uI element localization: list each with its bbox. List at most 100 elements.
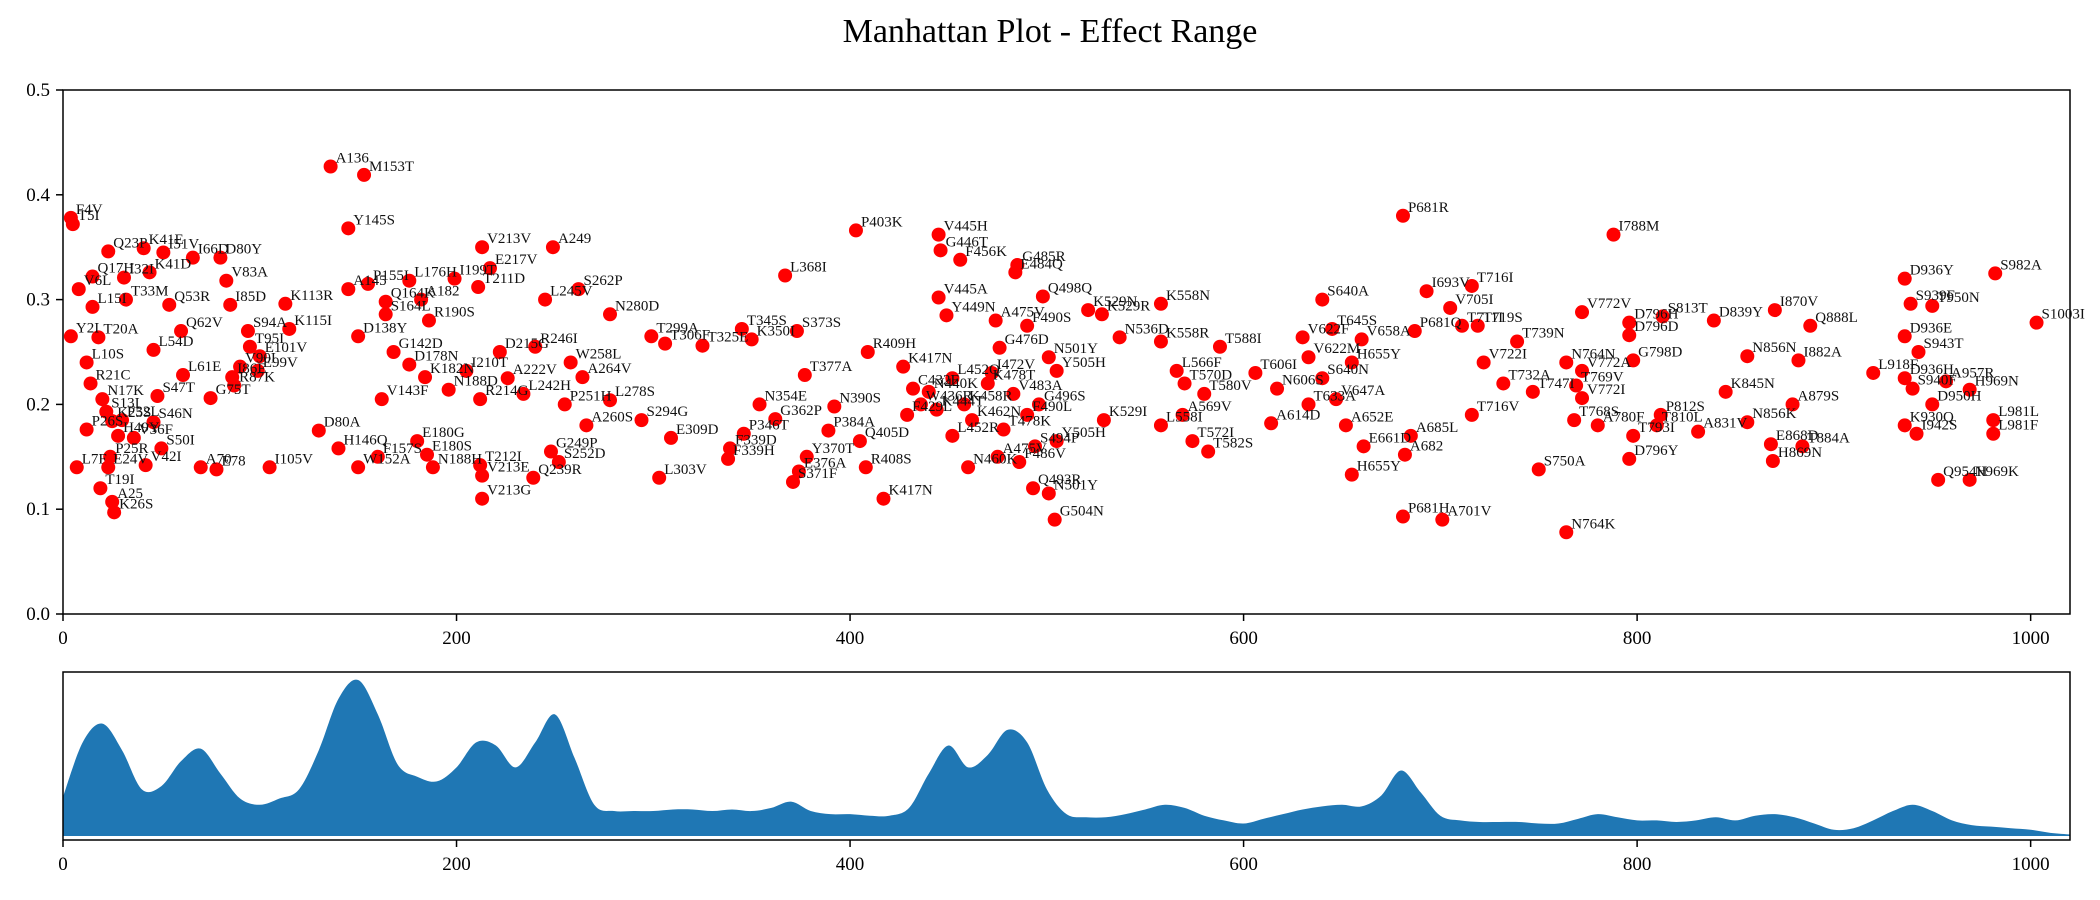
point-label: S94A [253,315,287,331]
point-label: G476D [1005,332,1049,348]
scatter-point [827,399,842,414]
point-label: V658A [1367,323,1411,339]
scatter-point [111,428,126,443]
point-label: G142D [399,336,443,352]
scatter-point [418,370,433,385]
scatter-point [116,270,131,285]
y-tick-label: 0.5 [26,80,50,101]
point-label: S982A [2000,257,2042,273]
scatter-point [1006,386,1021,401]
scatter-point [526,470,541,485]
point-label: V772I [1587,382,1625,398]
point-label: T884A [1807,430,1850,446]
scatter-point [1567,413,1582,428]
scatter-points [63,159,2044,540]
x-tick-label: 1000 [2012,854,2050,875]
point-label: T719S [1483,310,1523,326]
point-label: D950H [1937,388,1981,404]
point-label: W258L [576,346,622,362]
scatter-point [1169,363,1184,378]
point-label: I86E [237,361,266,377]
scatter-point [734,321,749,336]
point-label: E99V [263,355,298,371]
point-label: S940F [1918,373,1957,389]
point-label: T716V [1477,399,1520,415]
point-label: D936Y [1910,263,1954,279]
point-label: K529N [1093,294,1137,310]
point-label: S371F [798,466,837,482]
scatter-point [69,460,84,475]
x-tick-label: 0 [58,628,68,649]
point-label: D80A [324,415,361,431]
scatter-point [421,313,436,328]
point-label: A222V [513,362,557,378]
scatter-point [736,426,751,441]
point-label: A957R [1951,365,1994,381]
scatter-point [240,324,255,339]
scatter-point [571,282,586,297]
point-label: V705I [1455,292,1493,308]
scatter-point [900,407,915,422]
point-label: D796Y [1634,443,1678,459]
point-label: T645S [1337,313,1377,329]
point-label: D80Y [225,242,262,258]
point-label: E868D [1776,428,1819,444]
scatter-point [1962,472,1977,487]
scatter-point [876,491,891,506]
scatter-point [992,340,1007,355]
point-label: S262P [584,273,623,289]
scatter-point [1153,296,1168,311]
scatter-point [1988,266,2003,281]
scatter-point [402,357,417,372]
scatter-point [1464,278,1479,293]
scatter-point [785,474,800,489]
point-label: T299A [656,320,699,336]
point-label: L981F [1998,418,2038,434]
point-label: E24V [113,451,148,467]
point-label: A475V [1001,305,1045,321]
point-label: V90I [245,351,276,367]
point-label: K478T [993,367,1036,383]
point-label: R214G [485,383,529,399]
scatter-point [797,368,812,383]
point-label: A682 [1410,439,1443,455]
point-label: K462N [977,404,1021,420]
point-label: T606I [1260,357,1297,373]
scatter-point [176,368,191,383]
point-label: T325E [707,330,748,346]
scatter-point [1270,381,1285,396]
point-label: F339D [735,432,777,448]
scatter-point [1041,350,1056,365]
point-label: L558I [1166,409,1203,425]
scatter-point [1476,355,1491,370]
scatter-point [789,324,804,339]
scatter-point [351,329,366,344]
point-label: A614D [1276,407,1320,423]
point-label: R246I [540,331,578,347]
point-label: S50I [166,432,194,448]
scatter-point [1740,415,1755,430]
scatter-point [516,386,531,401]
scatter-point [1407,324,1422,339]
point-label: A685L [1416,420,1459,436]
scatter-point [378,307,393,322]
point-label: P681R [1408,200,1449,216]
point-label: T711I [1467,310,1503,326]
scatter-point [126,430,141,445]
point-label: S640A [1327,284,1369,300]
point-label: G496S [1044,388,1086,404]
scatter-point [1626,353,1641,368]
scatter-point [351,460,366,475]
scatter-point [1791,353,1806,368]
scatter-point [1903,296,1918,311]
scatter-point [1897,271,1912,286]
point-label: H869N [1778,445,1822,461]
point-label: H655Y [1357,346,1401,362]
scatter-point [1325,321,1340,336]
scatter-point [528,339,543,354]
scatter-point [543,444,558,459]
scatter-point [250,363,265,378]
scatter-point [1264,416,1279,431]
point-label: K845N [1731,376,1775,392]
point-label: M153T [369,159,414,175]
